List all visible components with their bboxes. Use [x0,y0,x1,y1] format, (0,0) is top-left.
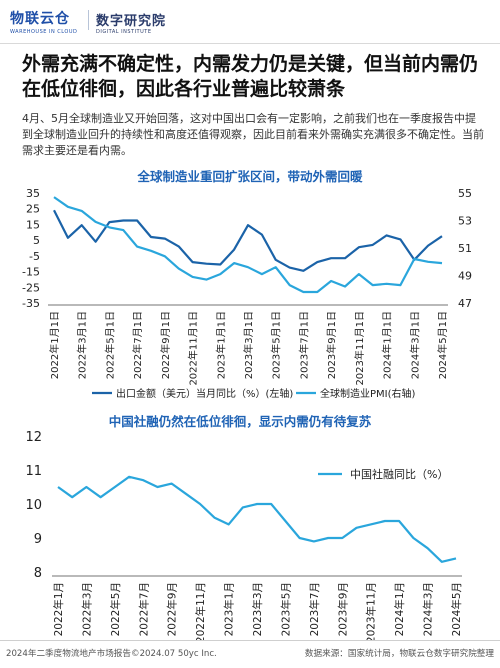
chart1-left-tick: -25 [22,281,40,294]
chart-global-manufacturing: 全球制造业重回扩张区间，带动外需回暖 35 25 15 5 -5 -15 -25 -35 55 53… [22,169,472,400]
chart1-left-tick: 15 [26,218,40,231]
chart2-y-tick: 9 [34,532,42,547]
chart2-x-tick: 2022年5月 [109,582,122,636]
institute-logo[interactable]: 数字研究院 DIGITAL INSTITUTE [96,10,166,35]
chart1-x-tick: 2023年5月1日 [270,311,283,379]
chart1-x-tick: 2024年1月1日 [381,311,394,379]
chart2-x-tick: 2024年1月 [393,582,406,636]
chart1-x-tick: 2022年1月1日 [48,311,61,379]
chart2-x-tick: 2022年1月 [52,582,65,636]
chart2-x-tick: 2024年5月 [450,582,463,636]
chart1-x-tick: 2023年9月1日 [325,311,338,379]
chart2-x-tick: 2022年11月 [194,582,207,640]
chart2-x-tick: 2022年7月 [137,582,150,636]
chart1-x-tick: 2022年7月1日 [131,311,144,379]
chart2-x-tick: 2023年1月 [223,582,236,636]
chart1-left-tick: 25 [26,203,40,216]
chart2-x-tick: 2023年7月 [308,582,321,636]
chart1-right-tick: 53 [458,215,472,228]
header: 物联云仓 WAREHOUSE IN CLOUD 数字研究院 DIGITAL IN… [0,0,500,44]
chart1-x-tick: 2023年3月1日 [242,311,255,379]
chart2-y-tick: 11 [25,464,42,479]
chart1-left-tick: -5 [29,250,40,263]
chart1-x-tick: 2024年3月1日 [408,311,421,379]
institute-subtitle: DIGITAL INSTITUTE [96,29,152,35]
logo-subtitle: WAREHOUSE IN CLOUD [10,29,78,35]
chart1-left-tick: 5 [33,234,40,247]
logo-text: 物联云仓 [10,11,70,27]
chart2-y-tick: 8 [34,566,42,581]
chart1-x-tick: 2022年3月1日 [76,311,89,379]
chart2-x-tick: 2022年9月 [166,582,179,636]
footer: 2024年二季度物流地产市场报告©2024.07 50yc Inc. 数据来源：… [0,640,500,668]
chart2-x-tick: 2024年3月 [422,582,435,636]
chart1-x-tick: 2023年7月1日 [297,311,310,379]
institute-name: 数字研究院 [96,14,167,29]
chart2-legend: 中国社融同比（%） [350,467,448,481]
chart2-y-tick: 10 [25,498,42,513]
chart1-x-tick: 2023年11月1日 [353,311,366,386]
footer-source: 数据来源：国家统计局，物联云仓数字研究院整理 [304,649,494,659]
chart2-x-tick: 2023年11月 [365,582,378,640]
chart1-x-tick: 2023年1月1日 [214,311,227,379]
chart1-right-tick: 49 [458,270,472,283]
chart1-x-tick: 2024年5月1日 [436,311,449,379]
chart2-x-tick: 2023年9月 [336,582,349,636]
chart2-title: 中国社融仍然在低位徘徊，显示内需仍有待复苏 [109,414,372,429]
chart2-x-tick: 2023年5月 [279,582,292,636]
chart1-right-tick: 55 [458,187,472,200]
page-title: 外需充满不确定性，内需发力仍是关键，但当前内需仍在低位徘徊，因此各行业普遍比较萧… [22,53,479,100]
chart2-x-tick: 2022年3月 [80,582,93,636]
chart1-legend-export: 出口金额（美元）当月同比（%）(左轴) [116,387,293,400]
chart1-right-tick: 47 [458,297,472,310]
social-financing-line [57,475,457,563]
chart1-x-tick: 2022年9月1日 [159,311,172,379]
brand-logo[interactable]: 物联云仓 WAREHOUSE IN CLOUD [10,8,77,35]
chart1-left-tick: -35 [22,297,40,310]
chart1-legend-pmi: 全球制造业PMI(右轴) [320,387,416,400]
chart1-left-tick: -15 [22,266,40,279]
chart-social-financing: 中国社融仍然在低位徘徊，显示内需仍有待复苏 12 11 10 9 8 2022年1月 2022… [25,414,463,640]
chart2-x-tick: 2023年3月 [251,582,264,636]
chart2-y-tick: 12 [25,430,42,445]
export-yoy-line [53,209,443,272]
intro-paragraph: 4月、5月全球制造业又开始回落，这对中国出口会有一定影响，之前我们也在一季度报告… [22,112,484,157]
chart1-title: 全球制造业重回扩张区间，带动外需回暖 [136,169,363,184]
chart1-right-tick: 51 [458,242,472,255]
header-divider [88,10,89,30]
global-pmi-line [53,196,443,294]
chart1-x-tick: 2022年5月1日 [103,311,116,379]
chart1-x-tick: 2022年11月1日 [187,311,200,386]
chart1-left-tick: 35 [26,187,40,200]
footer-copyright: 2024年二季度物流地产市场报告©2024.07 50yc Inc. [6,649,217,659]
header-rule [0,43,500,44]
